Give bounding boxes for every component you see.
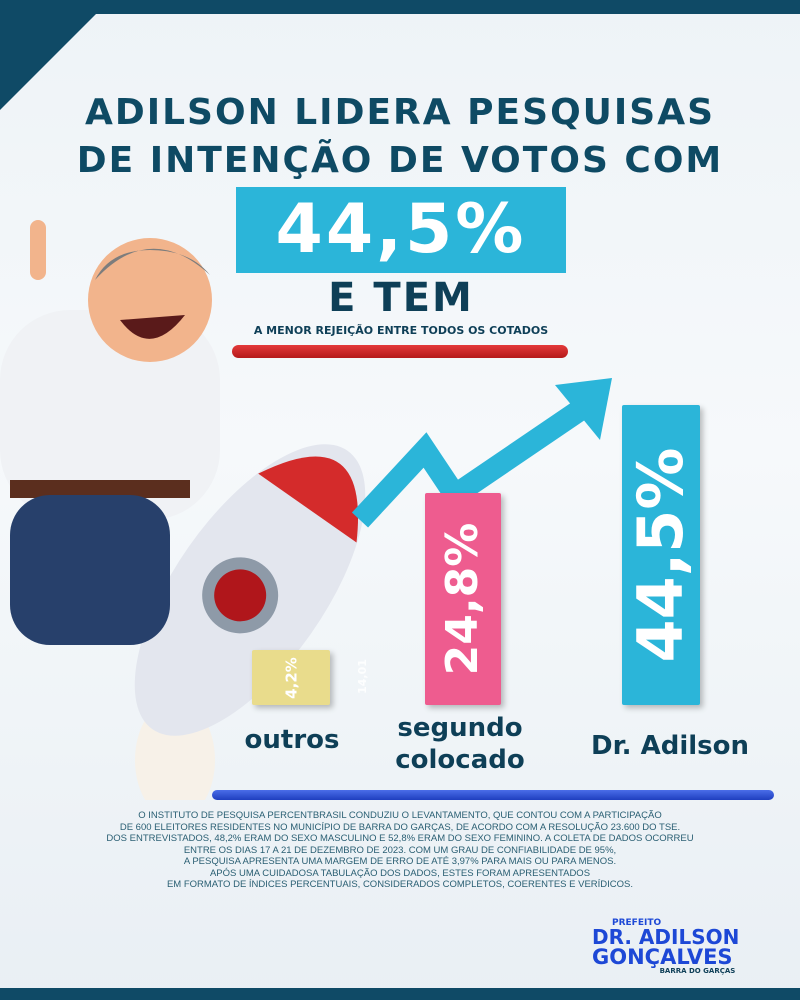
bar-value-label: 24,8%	[437, 522, 489, 676]
footnote-line: EM FORMATO DE ÍNDICES PERCENTUAIS, CONSI…	[166, 879, 634, 890]
logo-name1: DR. ADILSON	[592, 925, 740, 949]
headline-line3: E TEM	[328, 275, 474, 321]
bar-value-label: 4,2%	[282, 656, 300, 699]
footnote-line: APÓS UMA CUIDADOSA TABULAÇÃO DOS DADOS, …	[209, 867, 591, 879]
headline-highlight: 44,5%	[236, 187, 566, 273]
bottom-bar	[0, 988, 800, 1000]
category-label-adilson: Dr. Adilson	[590, 731, 750, 761]
logo-name2: GONÇALVES	[592, 945, 733, 969]
bar-dr-adilson: 44,5%	[622, 405, 700, 705]
blue-divider	[212, 790, 774, 800]
headline-line1: ADILSON LIDERA PESQUISAS	[84, 92, 716, 133]
faint-label: 14,01	[355, 659, 369, 694]
footnote-line: DE 600 ELEITORES RESIDENTES NO MUNICÍPIO…	[119, 821, 681, 833]
logo-prefix: PREFEITO	[612, 918, 662, 928]
footnote-line: ENTRE OS DIAS 17 A 21 DE DEZEMBRO DE 202…	[183, 844, 617, 856]
bar-segundo-colocado: 24,8%	[425, 492, 501, 705]
footnote-line: A PESQUISA APRESENTA UMA MARGEM DE ERRO …	[183, 856, 617, 867]
mascot-rocket-illustration	[0, 220, 366, 800]
bar-outros: 4,2%	[252, 650, 330, 705]
red-divider	[232, 345, 568, 358]
rocket-icon	[134, 444, 366, 736]
mascot-figure-icon	[0, 220, 220, 645]
corner-decoration	[0, 0, 110, 110]
bar-value-label: 44,5%	[624, 447, 697, 663]
trend-arrow-icon	[351, 378, 612, 528]
campaign-logo: PREFEITO DR. ADILSON GONÇALVES BARRA DO …	[592, 918, 739, 975]
footnote-line: O INSTITUTO DE PESQUISA PERCENTBRASIL CO…	[138, 810, 662, 821]
category-label-outros: outros	[244, 725, 340, 755]
logo-city: BARRA DO GARÇAS	[659, 967, 736, 975]
footnote: O INSTITUTO DE PESQUISA PERCENTBRASIL CO…	[50, 810, 750, 891]
footnote-line: DOS ENTREVISTADOS, 48,2% ERAM DO SEXO MA…	[106, 833, 694, 844]
category-label-segundo: segundo colocado	[375, 712, 545, 776]
headline-subline: A MENOR REJEIÇÃO ENTRE TODOS OS COTADOS	[253, 324, 549, 337]
category-label-segundo-text: segundo colocado	[395, 713, 525, 775]
headline-line2: DE INTENÇÃO DE VOTOS COM	[76, 140, 724, 181]
top-bar	[0, 0, 800, 14]
